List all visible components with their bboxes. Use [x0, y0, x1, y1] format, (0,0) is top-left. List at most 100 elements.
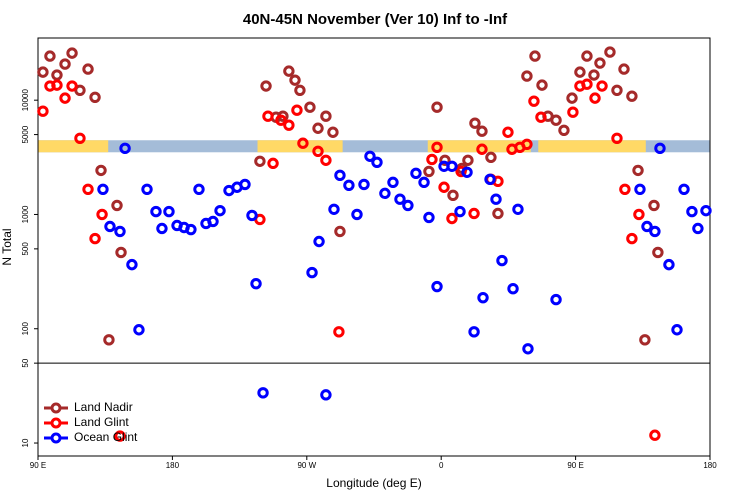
- point: [671, 324, 683, 336]
- point: [66, 47, 78, 59]
- y-tick-label: 10000: [21, 89, 30, 112]
- point: [304, 101, 316, 113]
- point: [410, 167, 422, 180]
- point: [521, 70, 533, 82]
- point: [82, 63, 94, 75]
- point: [492, 207, 504, 220]
- y-tick-label: 1000: [21, 205, 30, 223]
- point: [289, 74, 301, 86]
- y-tick-label: 5000: [21, 125, 30, 143]
- point: [312, 145, 324, 158]
- point: [611, 84, 623, 97]
- point: [654, 142, 666, 155]
- point: [581, 78, 593, 90]
- point: [431, 141, 443, 153]
- point: [567, 106, 579, 118]
- point: [95, 164, 107, 177]
- point: [156, 222, 168, 235]
- point: [133, 324, 145, 336]
- point: [96, 208, 108, 221]
- point: [468, 207, 480, 220]
- y-axis-label: N Total: [0, 228, 14, 265]
- point: [431, 101, 443, 113]
- point: [700, 204, 712, 217]
- point: [260, 80, 272, 92]
- legend-marker: [50, 432, 62, 444]
- point: [426, 153, 438, 166]
- point: [550, 114, 562, 126]
- point: [283, 119, 295, 131]
- point: [262, 110, 274, 122]
- point: [327, 126, 339, 138]
- point: [678, 183, 690, 196]
- point: [649, 225, 661, 238]
- point: [634, 183, 646, 196]
- point: [632, 164, 644, 177]
- point: [522, 343, 534, 355]
- point: [574, 66, 586, 78]
- point: [37, 105, 49, 117]
- point: [51, 79, 63, 91]
- point: [558, 124, 570, 137]
- point: [283, 65, 295, 77]
- point: [641, 220, 653, 233]
- y-tick-label: 100: [21, 322, 30, 336]
- plot-frame: [37, 37, 711, 457]
- x-tick-label: 90 E: [567, 461, 583, 470]
- point: [431, 280, 443, 293]
- point: [535, 111, 547, 123]
- x-tick-label: 180: [166, 461, 180, 470]
- point: [358, 178, 370, 191]
- point: [343, 179, 355, 191]
- point: [257, 387, 269, 399]
- point: [447, 189, 459, 202]
- point: [74, 132, 86, 144]
- point: [250, 277, 262, 290]
- point: [469, 117, 481, 129]
- point: [649, 429, 661, 441]
- point: [306, 266, 318, 279]
- point: [423, 165, 435, 178]
- x-tick-label: 180: [703, 461, 717, 470]
- point: [512, 203, 524, 215]
- y-tick-label: 10: [21, 438, 30, 447]
- point: [594, 57, 606, 69]
- legend-marker: [50, 417, 62, 429]
- point: [97, 183, 109, 196]
- point: [485, 151, 497, 164]
- point: [648, 199, 660, 212]
- point: [692, 222, 704, 235]
- point: [633, 208, 645, 221]
- point: [521, 138, 533, 151]
- point: [150, 205, 162, 218]
- legend-label: Ocean Glint: [74, 430, 138, 444]
- point: [639, 334, 651, 346]
- point: [114, 430, 126, 442]
- point: [402, 199, 414, 212]
- point: [476, 125, 488, 137]
- x-axis-label: Longitude (deg E): [326, 476, 421, 490]
- point: [446, 212, 458, 225]
- point: [371, 156, 383, 169]
- point: [379, 187, 391, 200]
- point: [126, 258, 138, 271]
- point: [468, 326, 480, 338]
- point: [596, 80, 608, 92]
- point: [663, 258, 675, 271]
- point: [484, 173, 496, 186]
- point: [103, 334, 115, 346]
- point: [507, 283, 519, 295]
- point: [476, 143, 488, 155]
- point: [297, 137, 309, 149]
- point: [461, 166, 473, 178]
- point: [267, 157, 279, 170]
- point: [104, 220, 116, 233]
- point: [275, 114, 287, 126]
- point: [364, 150, 376, 162]
- point: [294, 84, 306, 97]
- legend-label: Land Glint: [74, 415, 129, 429]
- point: [618, 63, 630, 75]
- point: [589, 92, 601, 104]
- point: [89, 91, 101, 103]
